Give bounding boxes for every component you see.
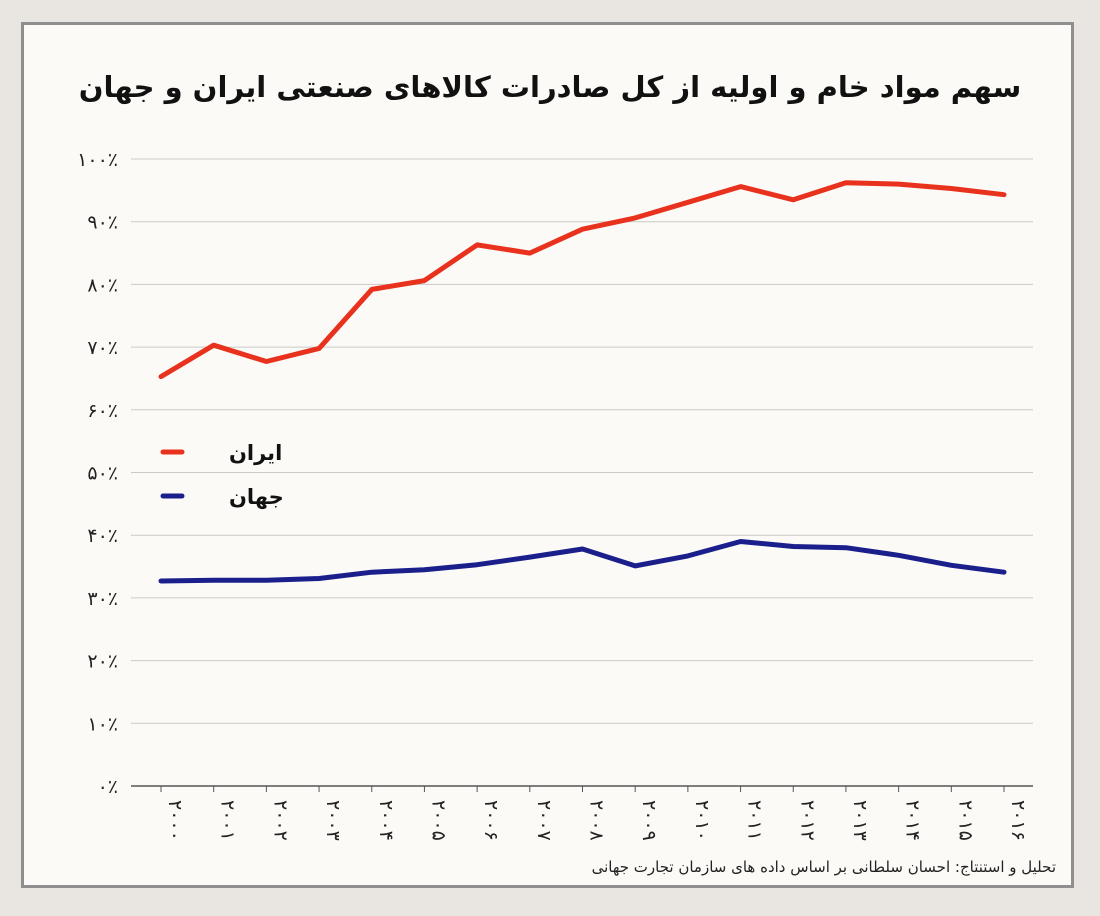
x-tick-label: ۲۰۱۰ bbox=[691, 800, 713, 841]
x-tick-label: ۲۰۱۵ bbox=[954, 800, 976, 841]
legend-label: ایران bbox=[229, 441, 282, 465]
series-lines bbox=[158, 180, 1007, 584]
x-tick-label: ۲۰۰۸ bbox=[586, 800, 608, 841]
y-tick-label: ۸۰٪ bbox=[87, 274, 118, 296]
y-tick-label: ۰٪ bbox=[98, 776, 118, 798]
x-tick-label: ۲۰۱۲ bbox=[796, 800, 818, 841]
x-tick-label: ۲۰۰۹ bbox=[638, 800, 660, 841]
y-tick-label: ۶۰٪ bbox=[87, 400, 118, 422]
chart-title: سهم مواد خام و اولیه از کل صادرات کالاها… bbox=[78, 70, 1022, 104]
legend-label: جهان bbox=[229, 485, 284, 509]
grid-lines bbox=[131, 158, 1033, 787]
x-tick-label: ۲۰۰۶ bbox=[480, 800, 502, 841]
x-tick-label: ۲۰۰۵ bbox=[427, 800, 449, 841]
y-tick-label: ۴۰٪ bbox=[87, 525, 118, 547]
y-tick-label: ۳۰٪ bbox=[87, 588, 118, 610]
x-tick-label: ۲۰۰۰ bbox=[164, 800, 186, 841]
x-tick-label: ۲۰۱۱ bbox=[744, 800, 766, 841]
x-tick-label: ۲۰۱۴ bbox=[902, 800, 924, 841]
y-tick-label: ۱۰٪ bbox=[87, 713, 118, 735]
x-tick-label: ۲۰۰۱ bbox=[217, 800, 239, 841]
x-tick-label: ۲۰۰۲ bbox=[269, 800, 291, 841]
legend: ایران جهان bbox=[160, 441, 284, 509]
x-tick-label: ۲۰۰۴ bbox=[375, 800, 397, 841]
x-axis-ticks: ۲۰۰۰ ۲۰۰۱ ۲۰۰۲ ۲۰۰۳ ۲۰۰۴ ۲۰۰۵ ۲۰۰۶ ۲۰۰۷ ۲۰۰۸ ۲۰۰۹… bbox=[160, 786, 1029, 841]
x-tick-label: ۲۰۱۶ bbox=[1007, 800, 1029, 841]
y-tick-label: ۵۰٪ bbox=[87, 463, 118, 485]
x-tick-label: ۲۰۰۳ bbox=[322, 800, 344, 841]
x-tick-label: ۲۰۱۳ bbox=[849, 800, 871, 841]
series-line-0 bbox=[158, 180, 1007, 380]
chart-frame bbox=[21, 22, 1074, 888]
y-tick-label: ۷۰٪ bbox=[87, 337, 118, 359]
y-axis-ticks: ۰٪ ۱۰٪ ۲۰٪ ۳۰٪ ۴۰٪ ۵۰٪ ۶۰٪ ۷۰٪ ۸۰٪ ۹۰٪ ۱۰۰٪ bbox=[77, 149, 118, 798]
x-tick-label: ۲۰۰۷ bbox=[533, 800, 555, 841]
source-credit: تحلیل و استنتاج: احسان سلطانی بر اساس دا… bbox=[591, 858, 1056, 876]
y-tick-label: ۲۰٪ bbox=[87, 651, 118, 673]
series-line-1 bbox=[158, 539, 1007, 584]
y-tick-label: ۱۰۰٪ bbox=[77, 149, 118, 171]
y-tick-label: ۹۰٪ bbox=[87, 212, 118, 234]
